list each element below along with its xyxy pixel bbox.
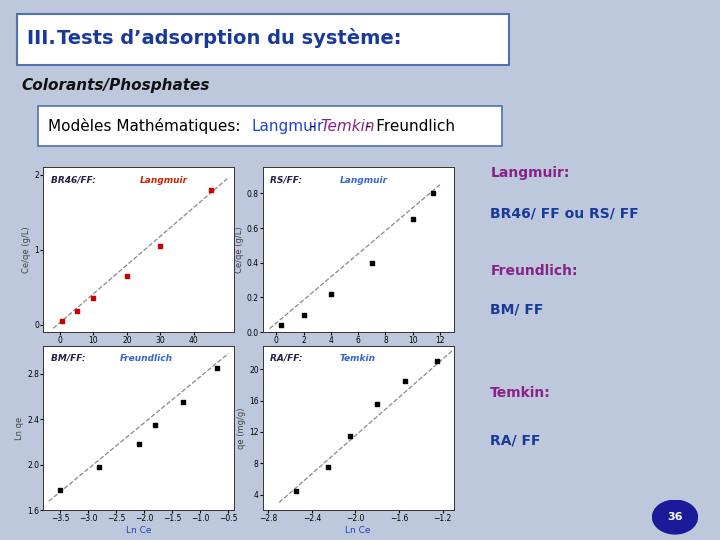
Point <box>204 186 216 194</box>
Text: Langmuir: Langmuir <box>251 119 324 134</box>
Text: Langmuir:: Langmuir: <box>490 165 570 179</box>
Y-axis label: Ln qe: Ln qe <box>15 416 24 440</box>
Text: BR46/FF:: BR46/FF: <box>51 176 99 185</box>
Text: -: - <box>305 119 315 134</box>
FancyBboxPatch shape <box>38 106 502 146</box>
Text: Freundlich: Freundlich <box>120 354 174 363</box>
Point <box>212 364 223 373</box>
Point <box>88 294 99 303</box>
Text: RS/FF:: RS/FF: <box>271 176 305 185</box>
X-axis label: Ce (mg/L): Ce (mg/L) <box>336 348 380 357</box>
Point <box>399 376 410 385</box>
Point <box>323 463 334 471</box>
Point <box>366 259 377 267</box>
X-axis label: Ln Ce: Ln Ce <box>346 526 371 535</box>
Point <box>325 289 337 298</box>
Point <box>275 321 287 329</box>
X-axis label: Ln Ce: Ln Ce <box>126 526 151 535</box>
Text: BR46/ FF ou RS/ FF: BR46/ FF ou RS/ FF <box>490 206 639 220</box>
Text: Colorants/Phosphates: Colorants/Phosphates <box>22 78 210 92</box>
Text: Langmuir: Langmuir <box>340 176 388 185</box>
Text: RA/FF:: RA/FF: <box>271 354 306 363</box>
Point <box>428 189 439 198</box>
Text: Tests d’adsorption du système:: Tests d’adsorption du système: <box>57 28 401 48</box>
Point <box>133 440 145 449</box>
FancyBboxPatch shape <box>17 14 509 65</box>
Y-axis label: qe (mg/g): qe (mg/g) <box>237 407 246 449</box>
Point <box>344 431 356 440</box>
Point <box>431 357 443 366</box>
Text: Langmuir: Langmuir <box>140 176 188 185</box>
Point <box>56 316 68 325</box>
Y-axis label: Ce/qe (g/L): Ce/qe (g/L) <box>235 226 244 273</box>
Point <box>94 463 105 471</box>
Point <box>298 310 310 319</box>
Point <box>372 400 383 409</box>
Text: RA/ FF: RA/ FF <box>490 433 541 447</box>
Y-axis label: Ce/qe (g/L): Ce/qe (g/L) <box>22 226 32 273</box>
Point <box>155 242 166 251</box>
Point <box>71 307 82 315</box>
Point <box>54 485 66 494</box>
Text: Modèles Mathématiques:: Modèles Mathématiques: <box>48 118 245 134</box>
Text: - Freundlich: - Freundlich <box>361 119 455 134</box>
Text: Temkin: Temkin <box>320 119 374 134</box>
Text: III.: III. <box>27 29 63 48</box>
Point <box>150 421 161 429</box>
Point <box>178 398 189 407</box>
Point <box>289 487 301 495</box>
Text: BM/ FF: BM/ FF <box>490 303 544 317</box>
Circle shape <box>652 500 698 534</box>
Point <box>121 272 132 280</box>
Text: Temkin: Temkin <box>340 354 376 363</box>
Text: BM/FF:: BM/FF: <box>51 354 89 363</box>
Text: 36: 36 <box>667 512 683 522</box>
Text: Temkin:: Temkin: <box>490 386 551 400</box>
Text: Freundlich:: Freundlich: <box>490 264 578 278</box>
X-axis label: Ce (mg/L): Ce (mg/L) <box>117 348 161 357</box>
Point <box>407 215 418 224</box>
